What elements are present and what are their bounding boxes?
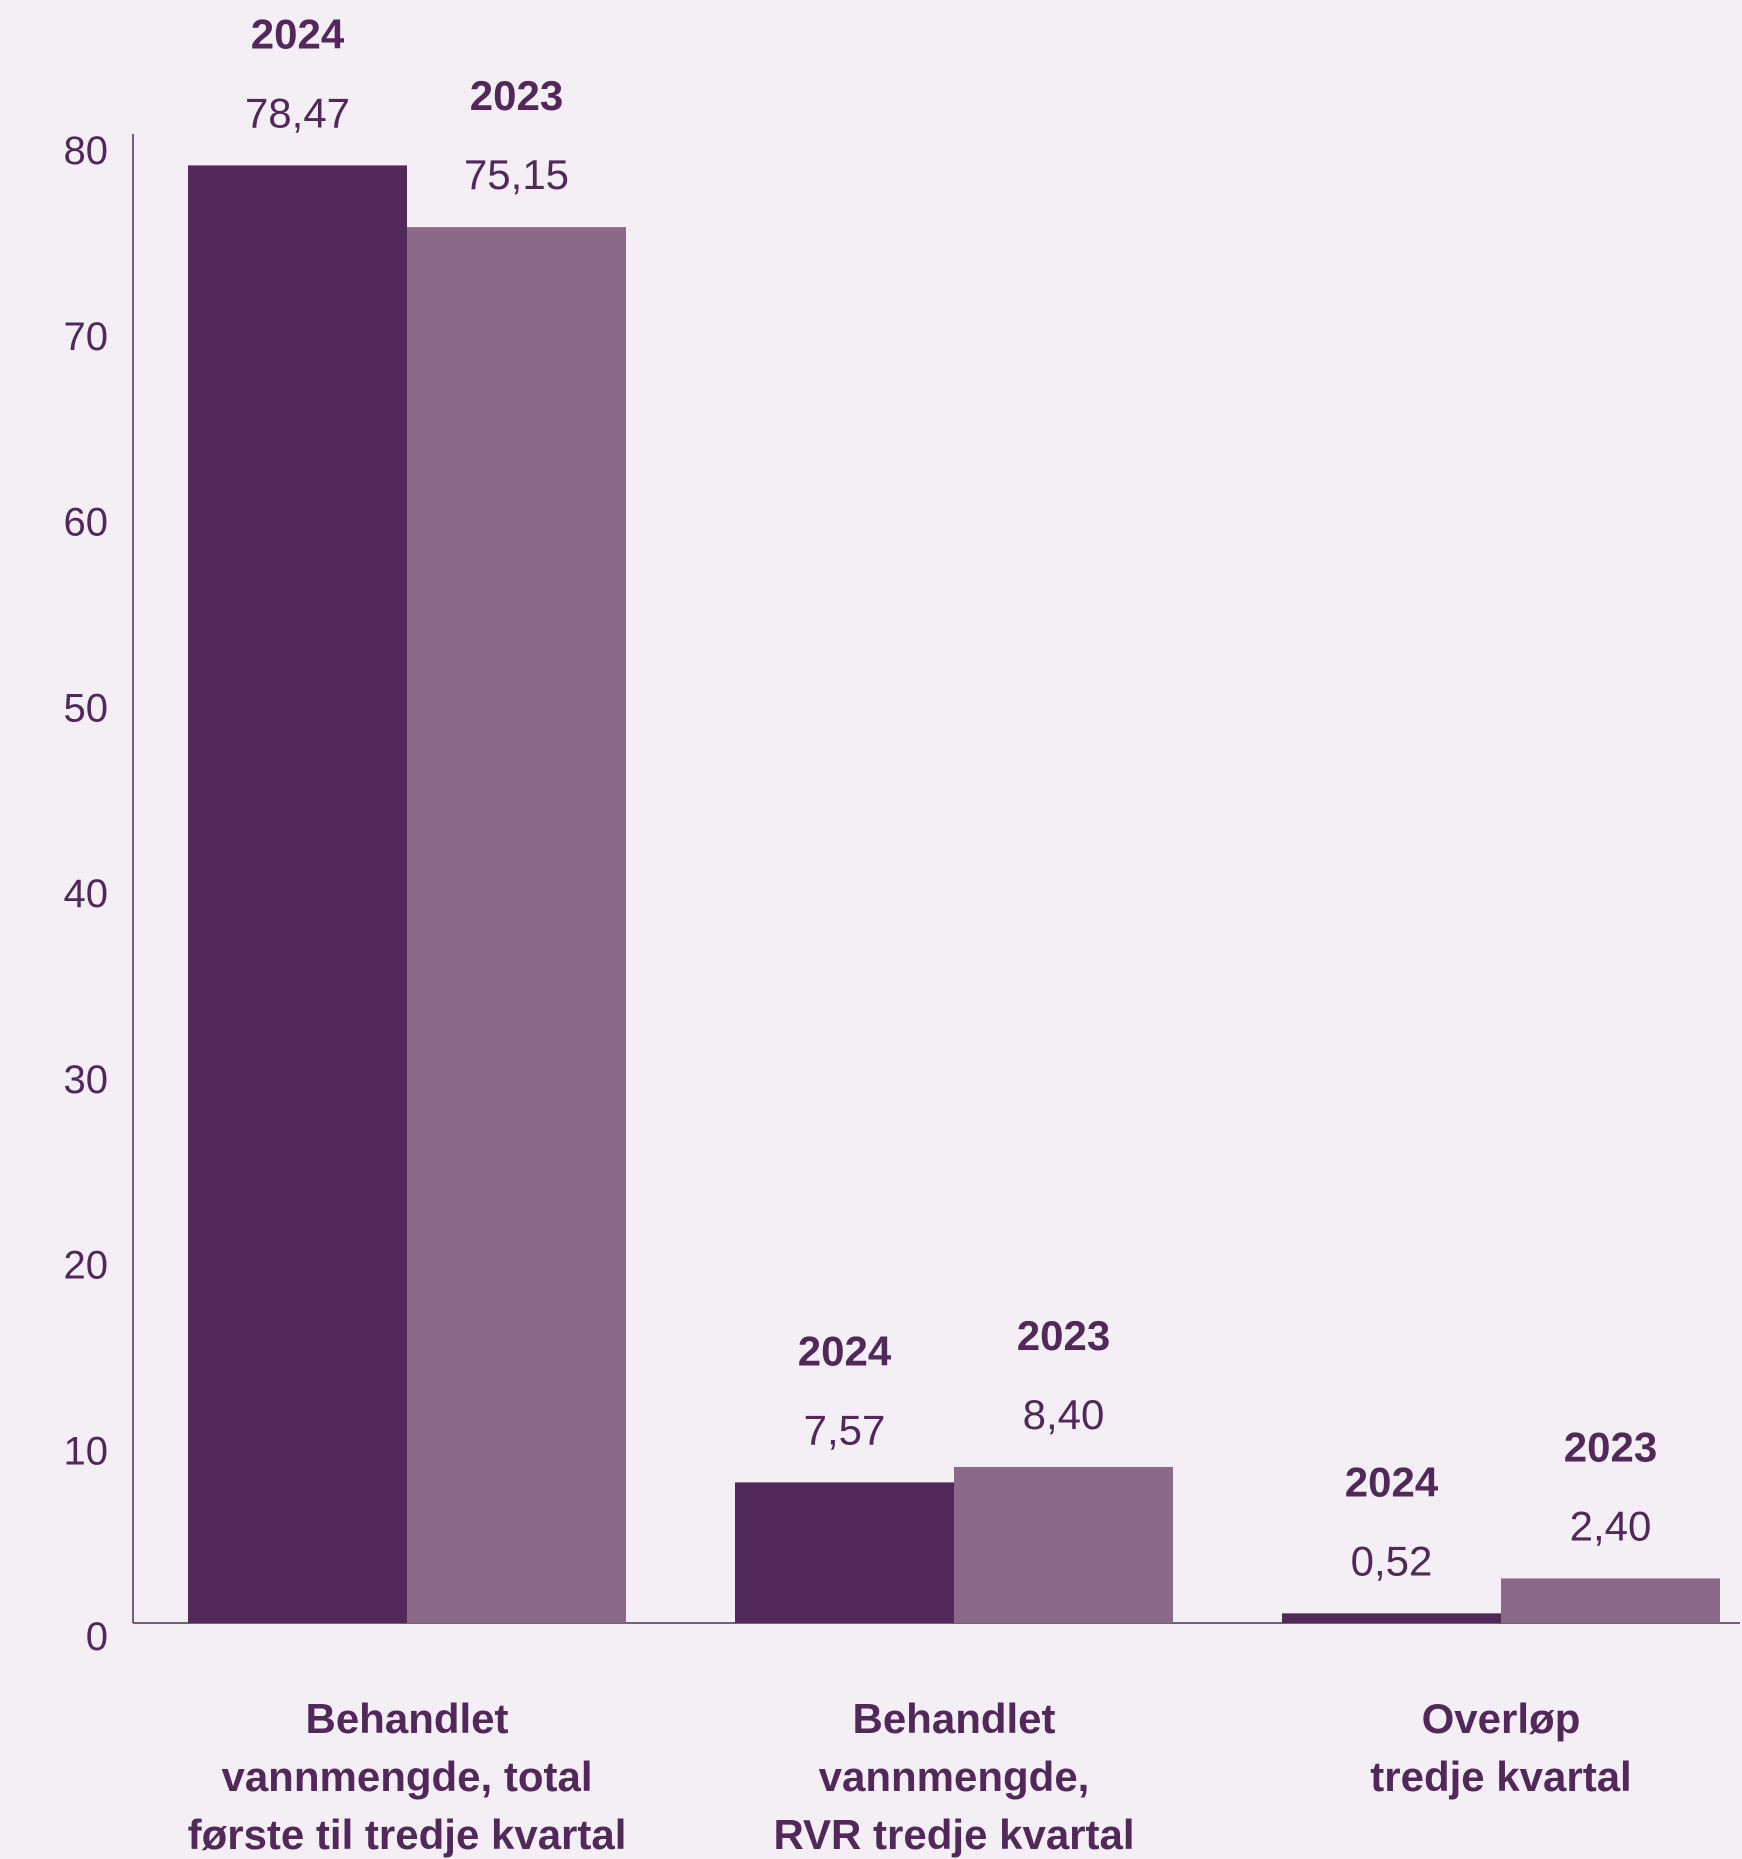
value-label: 2,40 bbox=[1570, 1502, 1652, 1549]
value-label: 0,52 bbox=[1351, 1537, 1433, 1584]
bar-2024-3 bbox=[1282, 1613, 1501, 1623]
series-year-label: 2024 bbox=[1345, 1458, 1439, 1505]
bar-2023-1 bbox=[407, 227, 626, 1623]
y-tick-label: 80 bbox=[64, 129, 109, 173]
y-tick-label: 60 bbox=[64, 501, 109, 545]
bar-labels: 78,47 2024 7,57 2024 0,52 2024 75,15 2023 8,40 20… bbox=[245, 10, 1657, 1584]
y-tick-label: 70 bbox=[64, 315, 109, 359]
category-label: Overløp tredje kvartal bbox=[1370, 1695, 1631, 1800]
value-label: 7,57 bbox=[804, 1406, 886, 1453]
bar-2023-2 bbox=[954, 1466, 1173, 1623]
y-tick-label: 40 bbox=[64, 872, 109, 916]
series-year-label: 2023 bbox=[470, 72, 563, 119]
y-tick-label: 0 bbox=[86, 1615, 108, 1659]
y-tick-label: 30 bbox=[64, 1058, 109, 1102]
series-year-label: 2023 bbox=[1017, 1312, 1110, 1359]
series-year-label: 2024 bbox=[798, 1327, 892, 1374]
series-year-label: 2023 bbox=[1564, 1423, 1657, 1470]
bars bbox=[188, 165, 1720, 1623]
bar-2023-3 bbox=[1501, 1578, 1720, 1623]
bar-2024-1 bbox=[188, 165, 407, 1623]
category-label: Behandlet vannmengde, RVR tredje kvartal bbox=[773, 1695, 1134, 1858]
y-axis-ticks: 0 10 20 30 40 50 60 70 80 bbox=[64, 129, 109, 1659]
y-tick-label: 50 bbox=[64, 686, 109, 730]
bar-2024-2 bbox=[735, 1482, 954, 1623]
y-tick-label: 20 bbox=[64, 1244, 109, 1288]
series-year-label: 2024 bbox=[251, 10, 345, 57]
y-tick-label: 10 bbox=[64, 1429, 109, 1473]
category-label: Behandlet vannmengde, total første til tre… bbox=[188, 1695, 627, 1858]
value-label: 8,40 bbox=[1023, 1391, 1105, 1438]
category-labels: Behandlet vannmengde, total første til tre… bbox=[188, 1695, 1632, 1858]
value-label: 75,15 bbox=[464, 151, 569, 198]
value-label: 78,47 bbox=[245, 89, 350, 136]
